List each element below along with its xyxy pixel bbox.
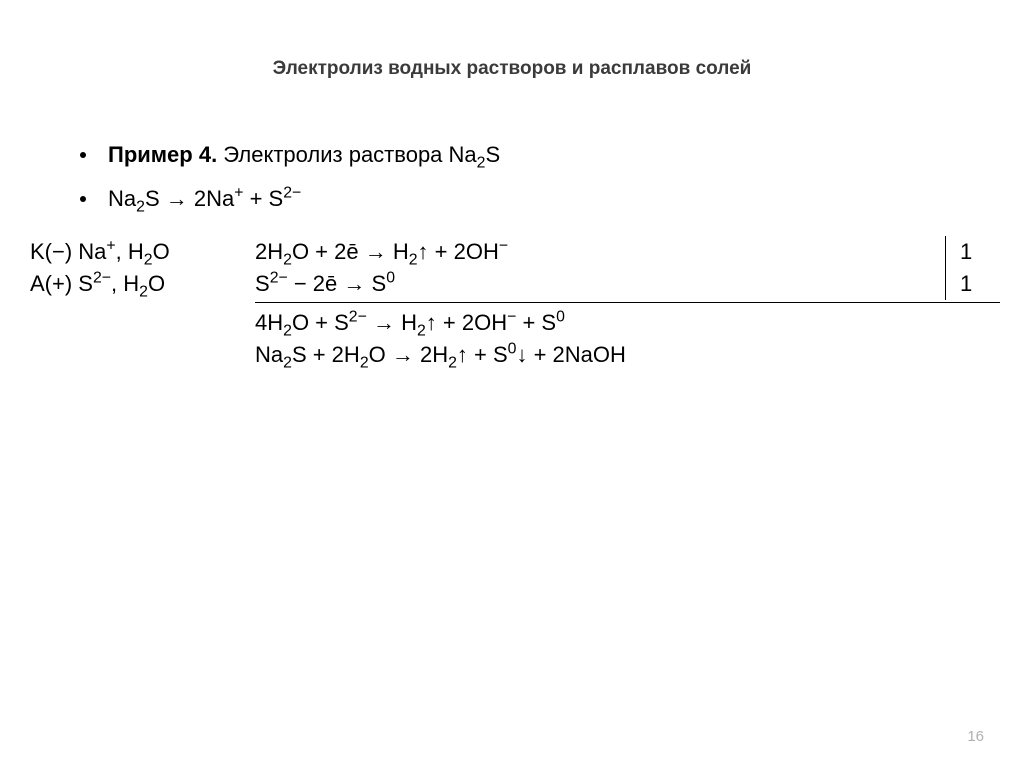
rule-row (30, 300, 1000, 307)
equations-block: K(−) Na+, H2O 2H2O + 2ē → H2↑ + 2OH− 1 A… (30, 236, 1000, 371)
slide-title: Электролиз водных растворов и расплавов … (0, 58, 1024, 80)
summary-row: 4H2O + S2− → H2↑ + 2OH− + S0 (30, 307, 1000, 339)
anode-equation: S2− − 2ē → S0 (255, 268, 945, 300)
bullet-item: Na2S → 2Na+ + S2− (80, 184, 960, 214)
summary-row: Na2S + 2H2O → 2H2↑ + S0↓ + 2NaOH (30, 339, 1000, 371)
bullet-dot-icon (80, 152, 86, 158)
summation-rule (255, 302, 1000, 303)
overall-equation: Na2S + 2H2O → 2H2↑ + S0↓ + 2NaOH (255, 339, 1000, 371)
cathode-factor: 1 (945, 236, 1000, 268)
page-number: 16 (967, 728, 984, 745)
half-reaction-row: K(−) Na+, H2O 2H2O + 2ē → H2↑ + 2OH− 1 (30, 236, 1000, 268)
cathode-equation: 2H2O + 2ē → H2↑ + 2OH− (255, 236, 945, 268)
bullet-item: Пример 4. Электролиз раствора Na2S (80, 140, 960, 170)
bullet-text: Пример 4. Электролиз раствора Na2S (108, 140, 500, 170)
bullet-dot-icon (80, 196, 86, 202)
cathode-label: K(−) Na+, H2O (30, 236, 255, 268)
bullet-text: Na2S → 2Na+ + S2− (108, 184, 301, 214)
anode-factor: 1 (945, 268, 1000, 300)
slide: Электролиз водных растворов и расплавов … (0, 0, 1024, 767)
anode-label: A(+) S2−, H2O (30, 268, 255, 300)
bullet-list: Пример 4. Электролиз раствора Na2S Na2S … (80, 140, 960, 227)
half-reaction-row: A(+) S2−, H2O S2− − 2ē → S0 1 (30, 268, 1000, 300)
ionic-sum-equation: 4H2O + S2− → H2↑ + 2OH− + S0 (255, 307, 1000, 339)
